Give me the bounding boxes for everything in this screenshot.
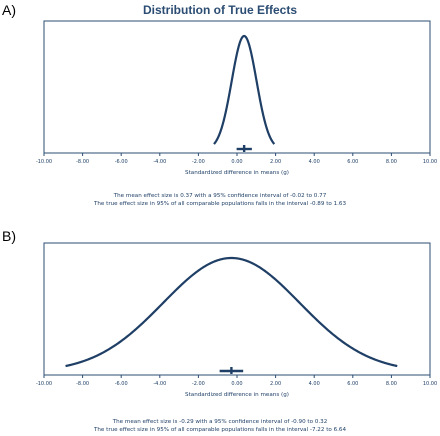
panel-b-xtick-label: -8.00	[76, 381, 89, 387]
panel-a-xtick-label: 8.00	[386, 159, 397, 165]
panel-b-summary-line1: The mean effect size is -0.29 with a 95%…	[112, 419, 328, 425]
panel-b-xlabel: Standardized difference in means (g)	[185, 392, 289, 398]
panel-a-xtick-label: 4.00	[309, 159, 320, 165]
panel-b-plot-frame	[43, 242, 431, 376]
panel-a-summary-line1: The mean effect size is 0.37 with a 95% …	[113, 193, 327, 199]
panel-a-xtick-label: -2.00	[192, 159, 205, 165]
panel-b-xtick-label: -2.00	[192, 381, 205, 387]
chart-title: Distribution of True Effects	[142, 3, 297, 17]
panel-b-xtick-label: 2.00	[270, 381, 281, 387]
panel-b-summary-line2: The true effect size in 95% of all compa…	[93, 427, 347, 433]
panel-a-xtick-label: -10.00	[36, 159, 52, 165]
panel-b-xtick-label: -4.00	[153, 381, 166, 387]
panel-a-summary: The mean effect size is 0.37 with a 95% …	[0, 192, 440, 208]
panel-b-density-curve	[65, 256, 398, 368]
panel-b-summary: The mean effect size is -0.29 with a 95%…	[0, 418, 440, 434]
panel-b-xtick-label: 4.00	[309, 381, 320, 387]
panel-a-xtick-label: -8.00	[76, 159, 89, 165]
panel-b-xtick-label: 6.00	[347, 381, 358, 387]
panel-b-xtick-label: 8.00	[386, 381, 397, 387]
chart-panel-a: -10.00 -8.00 -6.00 -4.00 -2.00 0.00 2.00 4.00 6.…	[36, 20, 437, 176]
panel-a-density-curve	[213, 34, 276, 145]
panel-a-letter: A)	[2, 2, 16, 18]
panel-b-letter: B)	[2, 228, 16, 244]
panel-b-xtick-label: -6.00	[115, 381, 128, 387]
panel-a-xtick-label: -6.00	[115, 159, 128, 165]
panel-a-xtick-label: 10.00	[423, 159, 437, 165]
panel-a-plot-frame	[43, 20, 431, 154]
panel-b-xtick-label: -10.00	[36, 381, 52, 387]
panel-a-xtick-label: -4.00	[153, 159, 166, 165]
panel-a-xtick-label: 0.00	[231, 159, 242, 165]
panel-b-xtick-label: 0.00	[231, 381, 242, 387]
panel-a-summary-line2: The true effect size in 95% of all compa…	[93, 201, 347, 207]
panel-a-xtick-label: 6.00	[347, 159, 358, 165]
chart-panel-b: -10.00 -8.00 -6.00 -4.00 -2.00 0.00 2.00 4.00 6.…	[36, 242, 437, 398]
panel-a-xtick-label: 2.00	[270, 159, 281, 165]
panel-b-xtick-label: 10.00	[423, 381, 437, 387]
panel-a-xlabel: Standardized difference in means (g)	[185, 170, 289, 176]
